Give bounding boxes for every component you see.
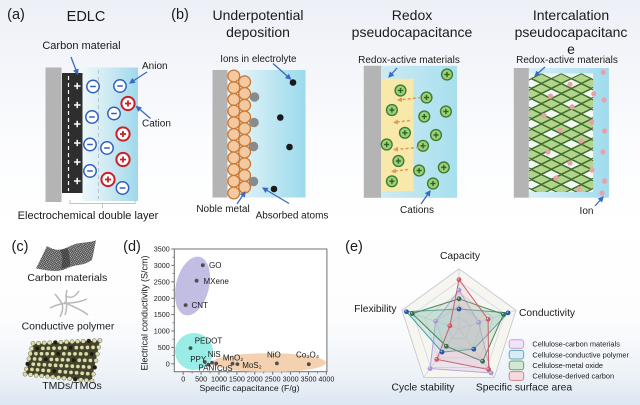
svg-text:(a): (a) xyxy=(7,7,25,23)
svg-text:NiS: NiS xyxy=(208,350,221,359)
svg-text:Electrical conductivity (S/cm): Electrical conductivity (S/cm) xyxy=(140,255,150,370)
svg-text:Noble metal: Noble metal xyxy=(196,204,249,215)
svg-text:3500: 3500 xyxy=(154,245,170,254)
svg-text:0: 0 xyxy=(181,375,185,384)
svg-text:Capacity: Capacity xyxy=(440,251,481,262)
svg-text:MoS₂: MoS₂ xyxy=(242,361,262,370)
svg-text:1500: 1500 xyxy=(154,310,170,319)
svg-text:Cation: Cation xyxy=(142,118,171,129)
svg-text:4000: 4000 xyxy=(318,375,334,384)
svg-text:Underpotential: Underpotential xyxy=(212,7,303,23)
svg-text:Conductivity: Conductivity xyxy=(519,308,576,319)
svg-text:(e): (e) xyxy=(345,239,363,255)
svg-text:2500: 2500 xyxy=(154,277,170,286)
svg-text:500: 500 xyxy=(158,343,170,352)
svg-text:GO: GO xyxy=(209,261,221,270)
svg-text:CuS: CuS xyxy=(217,364,233,373)
svg-text:pseudocapacitance: pseudocapacitance xyxy=(352,24,473,40)
svg-text:Cations: Cations xyxy=(400,205,434,216)
svg-text:Ions in electrolyte: Ions in electrolyte xyxy=(220,54,297,65)
svg-text:Cellulose-metal oxide: Cellulose-metal oxide xyxy=(532,361,603,370)
svg-text:2000: 2000 xyxy=(154,294,170,303)
svg-text:PANI: PANI xyxy=(198,363,216,372)
svg-text:pseudocapacitanc: pseudocapacitanc xyxy=(515,24,628,40)
svg-text:Anion: Anion xyxy=(142,61,168,72)
svg-text:3500: 3500 xyxy=(301,375,317,384)
svg-text:3000: 3000 xyxy=(154,261,170,270)
svg-text:0: 0 xyxy=(166,359,170,368)
svg-text:deposition: deposition xyxy=(226,24,290,40)
svg-text:Absorbed atoms: Absorbed atoms xyxy=(256,211,329,222)
svg-text:(b): (b) xyxy=(171,7,189,23)
svg-text:Cellulose-derived carbon: Cellulose-derived carbon xyxy=(532,372,614,381)
svg-text:Cellulose-carbon materials: Cellulose-carbon materials xyxy=(532,340,620,349)
svg-text:Redox-active materials: Redox-active materials xyxy=(358,55,460,66)
svg-text:Flexibility: Flexibility xyxy=(354,304,397,315)
svg-text:Co₃O₄: Co₃O₄ xyxy=(296,351,319,360)
svg-text:500: 500 xyxy=(195,375,207,384)
svg-text:(d): (d) xyxy=(123,239,141,255)
svg-text:1500: 1500 xyxy=(229,375,245,384)
svg-text:1000: 1000 xyxy=(154,327,170,336)
svg-text:2500: 2500 xyxy=(265,375,281,384)
svg-text:Cycle stability: Cycle stability xyxy=(392,383,456,394)
svg-text:Ion: Ion xyxy=(580,206,594,217)
svg-text:CNT: CNT xyxy=(192,301,209,310)
svg-text:NiO: NiO xyxy=(267,351,281,360)
svg-text:Carbon materials: Carbon materials xyxy=(27,272,107,284)
svg-text:Intercalation: Intercalation xyxy=(533,7,609,23)
svg-text:Specific surface area: Specific surface area xyxy=(476,383,572,394)
svg-text:(c): (c) xyxy=(12,239,29,255)
svg-text:PEDOT: PEDOT xyxy=(195,337,223,346)
svg-text:TMDs/TMOs: TMDs/TMOs xyxy=(42,380,102,392)
svg-text:PPY: PPY xyxy=(190,355,207,364)
svg-text:e: e xyxy=(567,41,575,57)
svg-text:Electrochemical double layer: Electrochemical double layer xyxy=(18,210,159,222)
svg-text:Specific capacitance (F/g): Specific capacitance (F/g) xyxy=(200,383,300,393)
svg-text:2000: 2000 xyxy=(247,375,263,384)
svg-text:Redox-active materials: Redox-active materials xyxy=(516,55,618,66)
svg-text:Conductive polymer: Conductive polymer xyxy=(22,321,115,333)
svg-text:Redox: Redox xyxy=(392,7,432,23)
svg-text:MXene: MXene xyxy=(204,277,230,286)
svg-text:Cellulose-conductive polymer: Cellulose-conductive polymer xyxy=(532,350,629,359)
svg-text:EDLC: EDLC xyxy=(67,9,106,25)
svg-text:3000: 3000 xyxy=(283,375,299,384)
svg-text:1000: 1000 xyxy=(211,375,227,384)
svg-text:MnO₂: MnO₂ xyxy=(223,354,243,363)
svg-text:Carbon material: Carbon material xyxy=(42,40,120,52)
